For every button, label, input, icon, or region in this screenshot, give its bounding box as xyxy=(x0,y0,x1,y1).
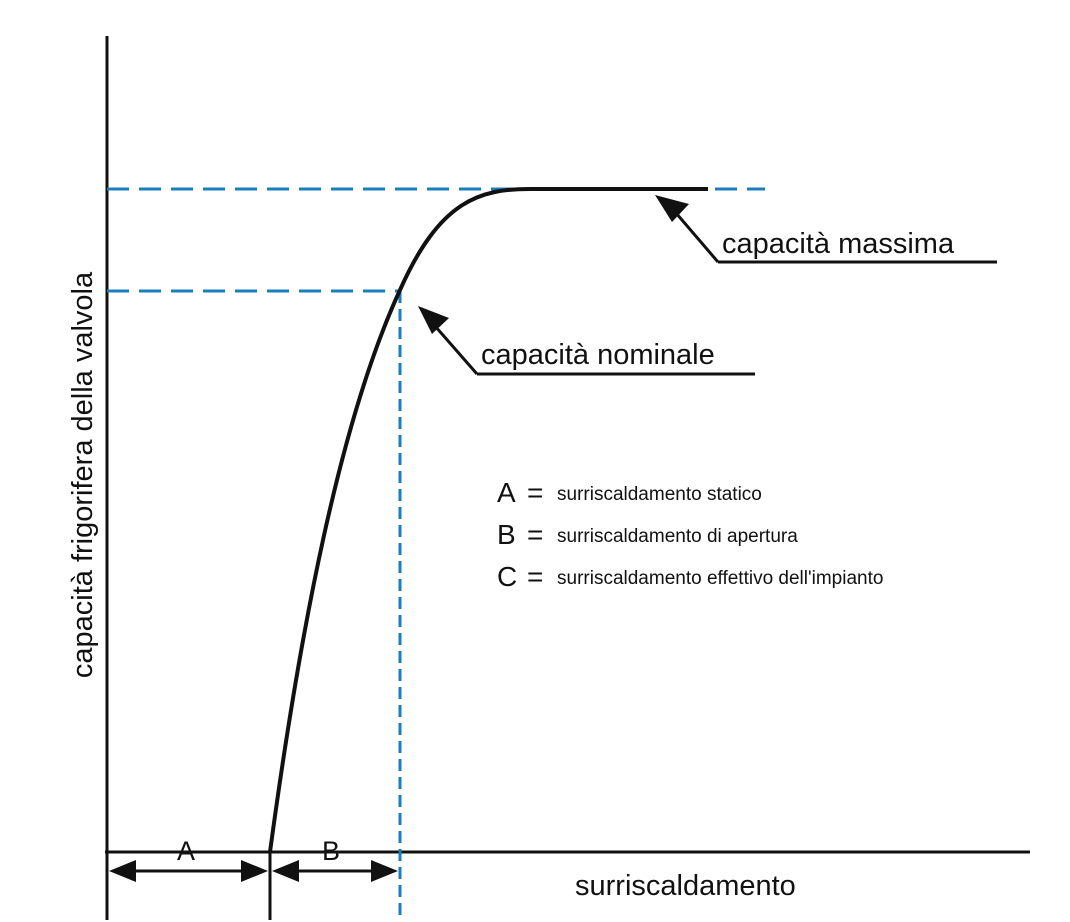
max-capacity-callout: capacità massima xyxy=(655,195,997,264)
legend-eq-a: = xyxy=(527,477,543,508)
interval-a: A xyxy=(109,836,268,882)
y-axis-label: capacità frigorifera della valvola xyxy=(67,271,99,678)
legend-text-a: surriscaldamento statico xyxy=(557,484,762,505)
legend-eq-c: = xyxy=(527,561,543,592)
capacity-curve xyxy=(268,187,708,853)
interval-b-label: B xyxy=(322,836,340,866)
x-axis-label: surriscaldamento xyxy=(575,870,796,902)
legend: A = surriscaldamento statico B = surrisc… xyxy=(497,477,883,592)
nominal-capacity-label: capacità nominale xyxy=(481,339,715,371)
legend-text-b: surriscaldamento di apertura xyxy=(557,526,798,547)
legend-eq-b: = xyxy=(527,519,543,550)
legend-text-c: surriscaldamento effettivo dell'impianto xyxy=(557,568,883,589)
legend-letter-b: B xyxy=(497,519,516,550)
interval-a-label: A xyxy=(177,836,195,866)
legend-letter-a: A xyxy=(497,477,516,508)
interval-b: B xyxy=(272,836,398,882)
legend-letter-c: C xyxy=(497,561,517,592)
nominal-capacity-callout: capacità nominale xyxy=(418,306,755,376)
max-capacity-label: capacità massima xyxy=(722,228,955,260)
